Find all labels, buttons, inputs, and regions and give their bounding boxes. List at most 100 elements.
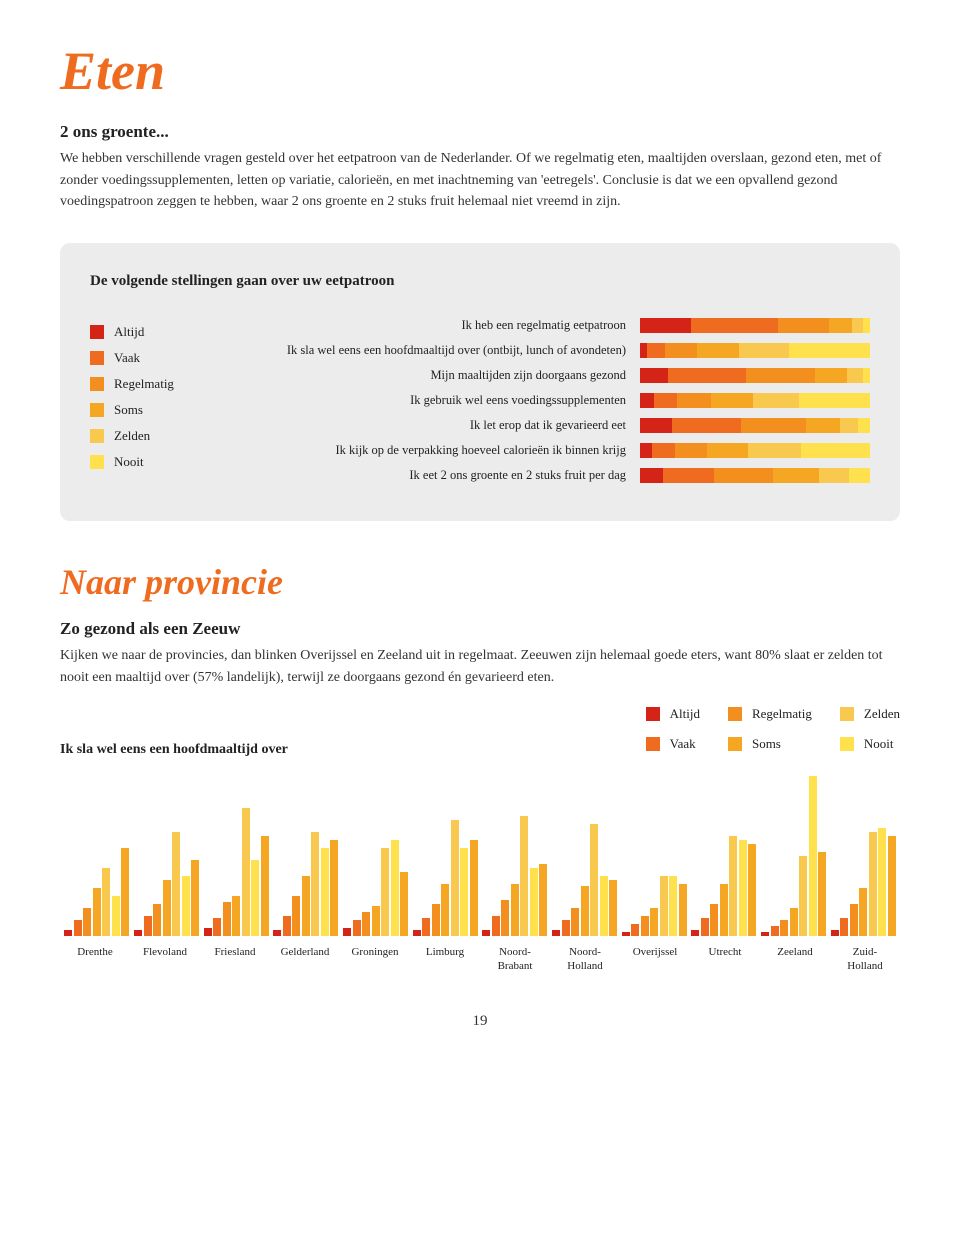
intro-body: We hebben verschillende vragen gesteld o… xyxy=(60,148,900,213)
province-label: Limburg xyxy=(410,946,480,972)
legend-swatch xyxy=(90,377,104,391)
province-label: Zeeland xyxy=(760,946,830,972)
province-bar xyxy=(451,820,459,936)
province-bar xyxy=(343,928,351,936)
province-bar xyxy=(809,776,817,936)
legend-swatch xyxy=(90,429,104,443)
legend-swatch xyxy=(90,325,104,339)
province-bar xyxy=(622,932,630,936)
stacked-segment xyxy=(668,368,746,383)
stacked-label: Ik heb een regelmatig eetpatroon xyxy=(250,318,626,333)
province-bar xyxy=(121,848,129,936)
stacked-segment xyxy=(799,393,870,408)
legend-label: Regelmatig xyxy=(752,706,812,722)
stacked-row: Ik eet 2 ons groente en 2 stuks fruit pe… xyxy=(250,468,870,483)
province-bar xyxy=(292,896,300,936)
province-subtitle: Zo gezond als een Zeeuw xyxy=(60,619,900,639)
province-bar xyxy=(413,930,421,936)
province-bar xyxy=(729,836,737,936)
stacked-segment xyxy=(858,418,870,433)
province-bar xyxy=(460,848,468,936)
province-label: Groningen xyxy=(340,946,410,972)
province-bar xyxy=(242,808,250,936)
legend-item: Altijd xyxy=(646,706,700,722)
province-bar xyxy=(710,904,718,936)
legend-swatch xyxy=(646,707,660,721)
province-bar xyxy=(520,816,528,936)
legend-label: Nooit xyxy=(114,454,144,470)
stacked-segment xyxy=(665,343,697,358)
legend-item: Nooit xyxy=(90,454,220,470)
stacked-bar xyxy=(640,443,870,458)
stacked-segment xyxy=(849,468,870,483)
legend-item: Zelden xyxy=(840,706,900,722)
stacked-segment xyxy=(640,368,668,383)
province-bar xyxy=(213,918,221,936)
legend-item: Soms xyxy=(90,402,220,418)
stacked-segment xyxy=(675,443,707,458)
province-bar xyxy=(660,876,668,936)
province-bar xyxy=(650,908,658,936)
legend-label: Nooit xyxy=(864,736,894,752)
province-group xyxy=(689,836,759,936)
province-bar xyxy=(501,900,509,936)
stacked-bars: Ik heb een regelmatig eetpatroon Ik sla w… xyxy=(250,318,870,493)
province-bar xyxy=(182,876,190,936)
province-bar xyxy=(590,824,598,936)
legend-item: Nooit xyxy=(840,736,900,752)
province-group xyxy=(410,820,480,936)
province-label: Friesland xyxy=(200,946,270,972)
stacked-row: Ik heb een regelmatig eetpatroon xyxy=(250,318,870,333)
legend-swatch xyxy=(90,403,104,417)
stacked-segment xyxy=(863,318,870,333)
province-bar xyxy=(600,876,608,936)
legend-label: Soms xyxy=(752,736,781,752)
province-bar xyxy=(441,884,449,936)
stacked-segment xyxy=(739,343,790,358)
province-bar xyxy=(470,840,478,936)
stacked-panel: De volgende stellingen gaan over uw eetp… xyxy=(60,243,900,521)
stacked-segment xyxy=(778,318,829,333)
province-group xyxy=(550,824,620,936)
province-label: Utrecht xyxy=(690,946,760,972)
legend-swatch xyxy=(90,351,104,365)
province-bar xyxy=(93,888,101,936)
province-bar xyxy=(859,888,867,936)
stacked-segment xyxy=(773,468,819,483)
province-bar xyxy=(761,932,769,936)
stacked-segment xyxy=(741,418,805,433)
legend-label: Zelden xyxy=(114,428,150,444)
province-bar xyxy=(701,918,709,936)
stacked-segment xyxy=(840,418,858,433)
stacked-segment xyxy=(691,318,778,333)
legend-label: Altijd xyxy=(114,324,144,340)
stacked-label: Ik gebruik wel eens voedingssupplementen xyxy=(250,393,626,408)
stacked-segment xyxy=(815,368,847,383)
legend-item: Zelden xyxy=(90,428,220,444)
stacked-segment xyxy=(672,418,741,433)
province-bar xyxy=(191,860,199,936)
stacked-label: Ik kijk op de verpakking hoeveel calorie… xyxy=(250,443,626,458)
stacked-heading: De volgende stellingen gaan over uw eetp… xyxy=(90,273,870,290)
province-group xyxy=(271,832,341,936)
province-bar xyxy=(869,832,877,936)
province-bar xyxy=(669,876,677,936)
legend-item: Regelmatig xyxy=(90,376,220,392)
province-bar xyxy=(362,912,370,936)
stacked-segment xyxy=(748,443,801,458)
province-bar xyxy=(850,904,858,936)
province-bar xyxy=(771,926,779,936)
province-bar xyxy=(748,844,756,936)
province-group xyxy=(619,876,689,936)
stacked-segment xyxy=(789,343,870,358)
stacked-label: Ik sla wel eens een hoofdmaaltijd over (… xyxy=(250,343,626,358)
province-group xyxy=(759,776,829,936)
stacked-segment xyxy=(707,443,748,458)
province-body: Kijken we naar de provincies, dan blinke… xyxy=(60,645,900,688)
legend-swatch xyxy=(728,737,742,751)
stacked-segment xyxy=(753,393,799,408)
province-bar xyxy=(641,916,649,936)
province-bar xyxy=(251,860,259,936)
province-label: Zuid-Holland xyxy=(830,946,900,972)
stacked-segment xyxy=(697,343,738,358)
